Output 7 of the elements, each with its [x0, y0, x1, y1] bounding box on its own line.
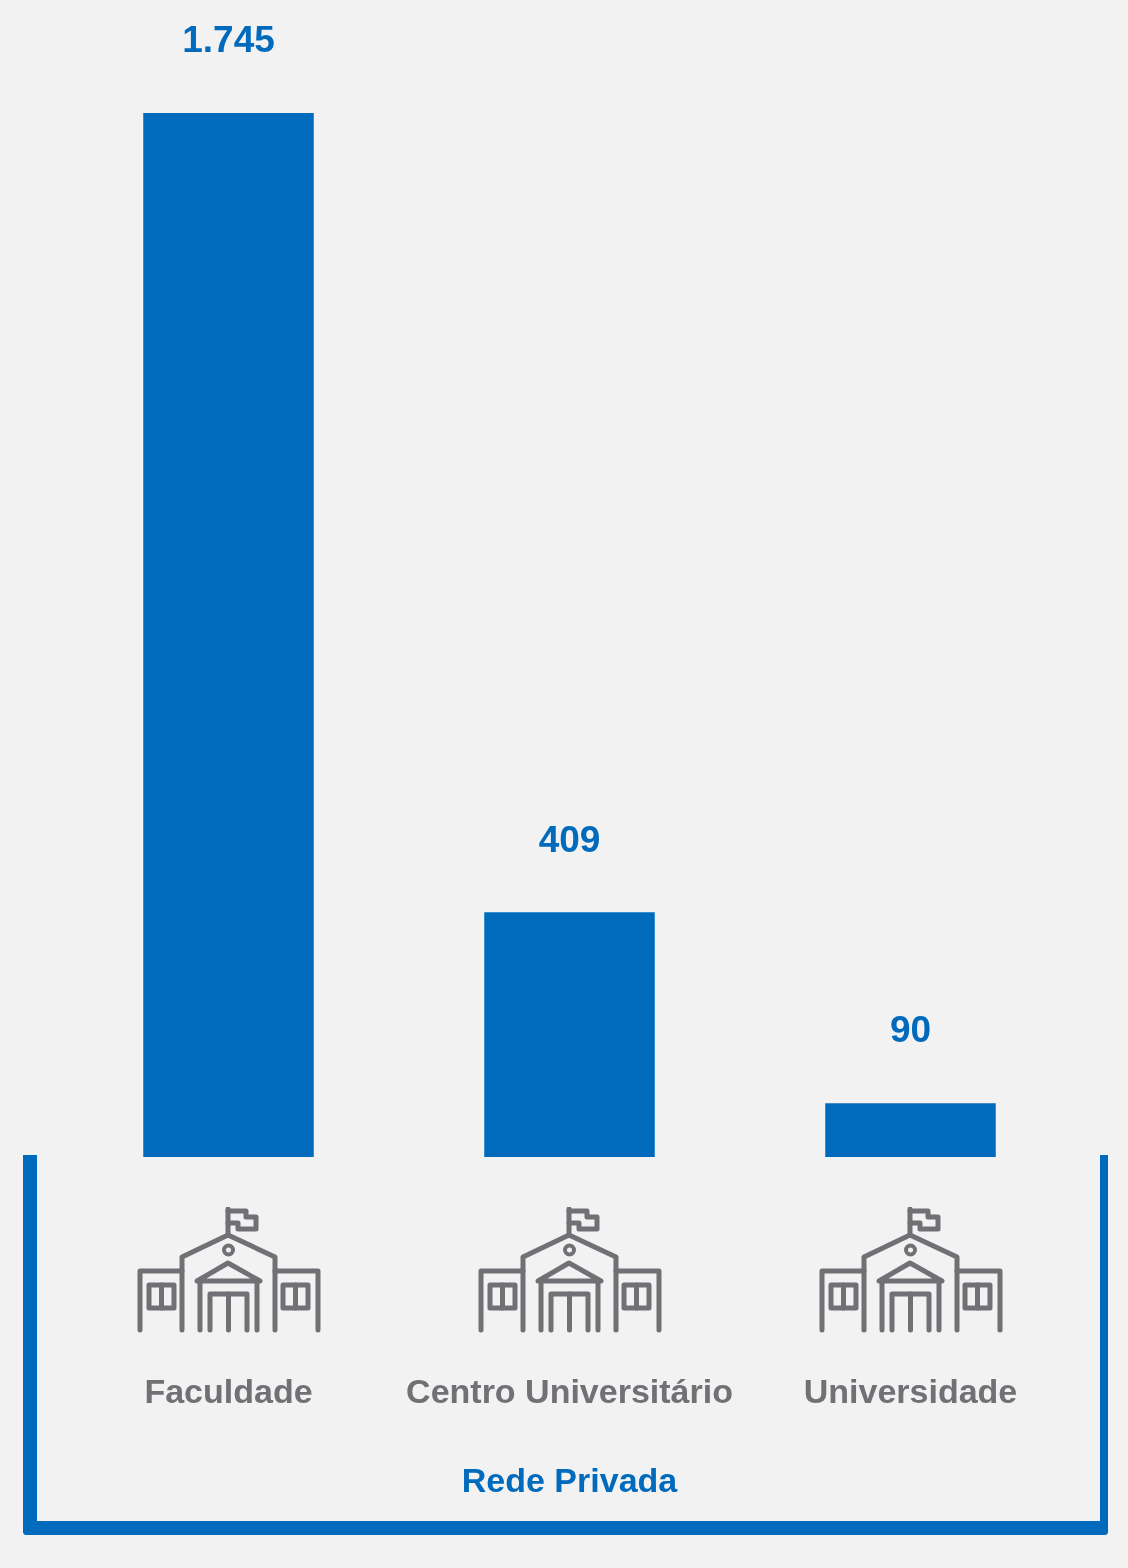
data-label: 1.745	[182, 19, 275, 61]
data-label: 409	[538, 818, 601, 860]
x-tick-label: Faculdade	[144, 1371, 313, 1410]
x-axis-title: Rede Privada	[461, 1460, 679, 1499]
x-tick-label: Centro Universitário	[406, 1371, 733, 1410]
data-label: 90	[889, 1009, 932, 1051]
x-tick-label: Universidade	[803, 1371, 1018, 1410]
